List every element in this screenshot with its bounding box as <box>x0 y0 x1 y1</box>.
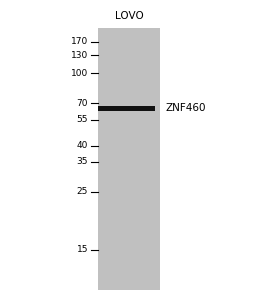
Text: 55: 55 <box>76 116 88 124</box>
Text: ZNF460: ZNF460 <box>165 103 206 113</box>
Text: LOVO: LOVO <box>115 11 143 21</box>
Text: 170: 170 <box>71 38 88 46</box>
Text: 15: 15 <box>76 245 88 254</box>
Text: 100: 100 <box>71 68 88 77</box>
Text: 70: 70 <box>76 98 88 107</box>
Bar <box>98 28 160 290</box>
Text: 130: 130 <box>71 50 88 59</box>
Bar <box>98 106 155 110</box>
Text: 25: 25 <box>77 188 88 196</box>
Text: 35: 35 <box>76 158 88 166</box>
Text: 40: 40 <box>77 142 88 151</box>
